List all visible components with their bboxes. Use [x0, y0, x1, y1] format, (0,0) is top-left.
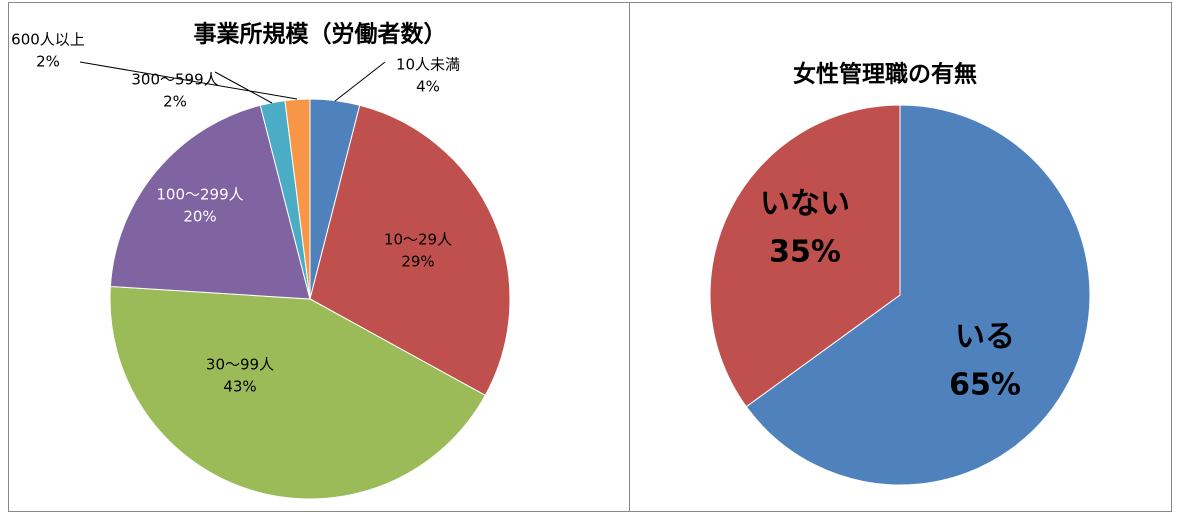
- value-label: 2%: [163, 93, 187, 111]
- pie-slice: [109, 285, 486, 500]
- slice-label: 100〜299人: [156, 186, 243, 204]
- pie-slice: [309, 104, 511, 397]
- leader-line: [79, 61, 298, 100]
- value-label: 29%: [401, 253, 434, 271]
- value-label: 43%: [223, 378, 256, 396]
- chart-title: 女性管理職の有無: [793, 61, 977, 88]
- pie-slice: [745, 104, 1091, 486]
- slice-label: 30〜99人: [206, 356, 274, 374]
- value-label: 20%: [183, 208, 216, 226]
- chart-title: 事業所規模（労働者数）: [194, 21, 447, 48]
- value-label: 2%: [36, 53, 60, 71]
- slice-label: いる: [955, 320, 1015, 355]
- value-label: 35%: [769, 235, 841, 270]
- value-label: 65%: [949, 368, 1021, 403]
- slice-label: 300〜599人: [131, 71, 218, 89]
- slice-label: 10〜29人: [384, 231, 452, 249]
- slice-label: 600人以上: [11, 31, 85, 49]
- leader-line: [334, 61, 386, 102]
- pie-slice: [109, 104, 311, 300]
- slice-label: 10人未満: [396, 56, 460, 74]
- slice-label: いない: [760, 187, 850, 222]
- value-label: 4%: [416, 78, 440, 96]
- leader-line: [214, 71, 273, 104]
- pie-slice: [284, 98, 311, 300]
- pie-slice: [709, 104, 901, 408]
